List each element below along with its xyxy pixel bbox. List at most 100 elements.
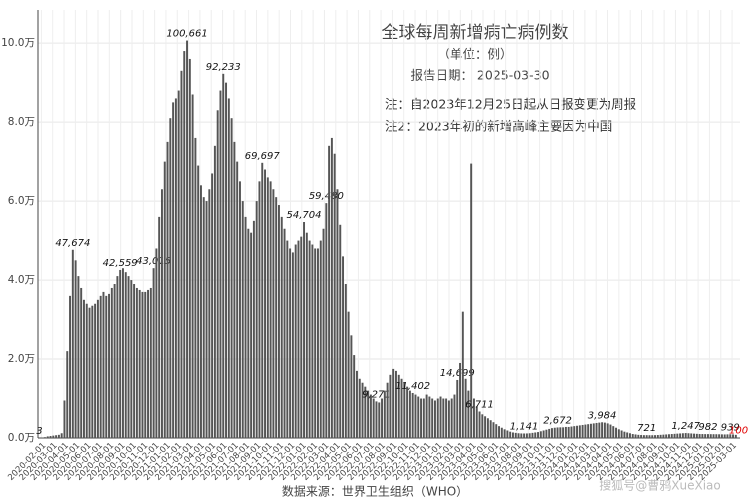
bar: [406, 386, 409, 438]
bar: [428, 396, 431, 438]
bar: [205, 201, 208, 438]
bar: [308, 240, 311, 438]
bar: [670, 434, 673, 438]
bar: [258, 181, 261, 438]
bar: [648, 435, 651, 438]
bar: [550, 428, 553, 438]
bar: [695, 433, 698, 438]
watermark: 搜狐号@曹鸦XueXiao: [599, 478, 720, 493]
bar: [548, 428, 551, 438]
bar: [447, 400, 450, 438]
bar: [319, 240, 322, 438]
bar: [250, 232, 253, 438]
bar: [211, 173, 214, 439]
bar: [734, 434, 737, 438]
bar: [450, 398, 453, 438]
bar: [517, 433, 520, 438]
value-label: 721: [637, 423, 656, 434]
y-tick-label: 2.0万: [8, 353, 35, 365]
bar: [514, 432, 517, 438]
bar: [386, 382, 389, 438]
bar: [534, 432, 537, 438]
bar: [400, 378, 403, 438]
value-label: 54,704: [287, 210, 322, 221]
bar: [640, 435, 643, 438]
bar: [49, 436, 52, 438]
bar: [180, 70, 183, 438]
bar: [316, 248, 319, 438]
bar: [325, 203, 328, 438]
bar: [539, 431, 542, 438]
bar: [687, 433, 690, 438]
value-label: 3,984: [588, 410, 617, 421]
bar: [199, 185, 202, 438]
report-date: 报告日期： 2025-03-30: [410, 68, 549, 83]
bar: [202, 197, 205, 438]
bar: [498, 426, 501, 438]
value-label: 14,699: [440, 368, 475, 379]
bar: [559, 427, 562, 438]
bar: [144, 291, 147, 438]
bar: [303, 222, 306, 438]
bar: [475, 406, 478, 438]
bar: [110, 287, 113, 438]
bar: [213, 145, 216, 438]
bar: [420, 398, 423, 438]
bar: [598, 422, 601, 438]
value-label: 6,711: [465, 400, 494, 411]
bar: [297, 240, 300, 438]
bar: [133, 284, 136, 438]
value-label: 2,672: [543, 415, 572, 426]
bar: [698, 434, 701, 438]
bar: [589, 423, 592, 438]
bar: [528, 433, 531, 438]
bar: [314, 248, 317, 438]
bar: [601, 422, 604, 438]
bar: [108, 293, 111, 438]
bar: [626, 432, 629, 438]
bar: [712, 434, 715, 438]
bar: [241, 201, 244, 438]
bar: [453, 394, 456, 438]
note: 注2：2023年初的新增高峰主要因为中国: [385, 119, 612, 134]
bar: [523, 433, 526, 438]
bar: [361, 382, 364, 438]
bar: [183, 51, 186, 438]
bar: [693, 433, 696, 438]
bar: [255, 201, 258, 438]
bar: [459, 362, 462, 438]
bar: [553, 427, 556, 438]
bar: [208, 189, 211, 438]
bar: [617, 429, 620, 438]
bar: [681, 433, 684, 438]
source: 数据来源：世界卫生组织（WHO）: [282, 484, 468, 499]
bar: [130, 280, 133, 438]
bar: [82, 299, 85, 438]
bar: [690, 433, 693, 438]
bar: [573, 426, 576, 438]
bar: [350, 335, 353, 438]
bar: [149, 287, 152, 438]
bar: [445, 398, 448, 438]
bar: [74, 260, 77, 438]
bar: [520, 433, 523, 438]
bar: [63, 400, 66, 438]
bar: [425, 394, 428, 438]
bar: [186, 40, 189, 438]
value-label: 939: [721, 422, 740, 433]
bar: [280, 216, 283, 438]
bar: [531, 432, 534, 438]
bar: [311, 244, 314, 438]
bar: [656, 435, 659, 438]
bar: [124, 272, 127, 438]
bar: [542, 430, 545, 438]
bar: [381, 398, 384, 438]
value-label: 69,697: [245, 151, 281, 162]
bar: [684, 433, 687, 438]
bar: [442, 398, 445, 438]
bar: [71, 249, 74, 438]
bar: [57, 434, 60, 438]
bar: [269, 181, 272, 438]
bar: [732, 434, 735, 438]
